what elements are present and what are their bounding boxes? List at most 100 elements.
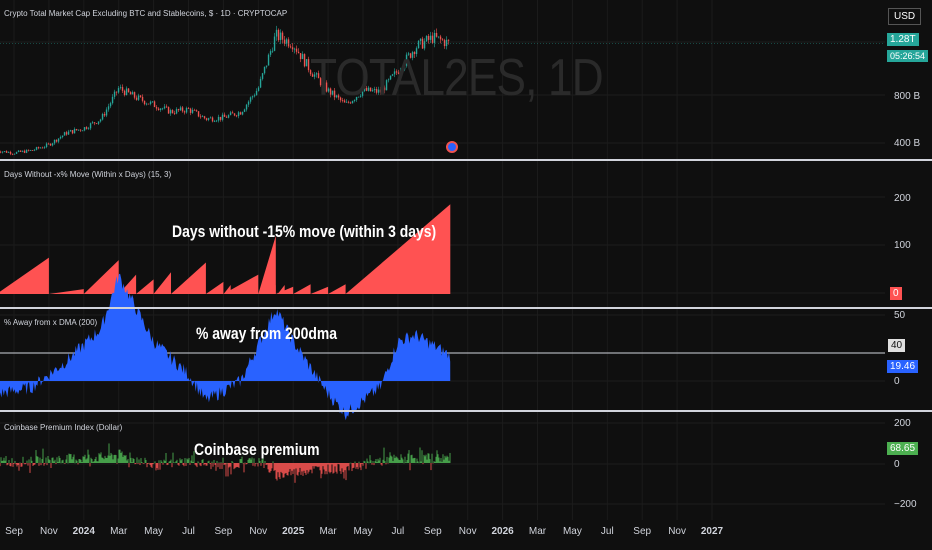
premium-bar [25, 463, 27, 464]
premium-bar [290, 463, 292, 476]
price-candle [157, 108, 160, 110]
premium-bar [198, 462, 200, 464]
premium-bar [388, 457, 390, 463]
price-candle [439, 36, 442, 40]
x-axis-label: Nov [668, 526, 686, 537]
premium-bar [344, 463, 346, 471]
premium-bar [307, 463, 309, 474]
premium-bar [12, 463, 14, 467]
price-candle [189, 108, 192, 113]
premium-bar [299, 463, 301, 468]
x-axis-label: May [144, 526, 164, 537]
days-value-badge: 0 [890, 287, 902, 300]
currency-selector[interactable]: USD [888, 8, 922, 25]
premium-bar [73, 454, 75, 463]
premium-bar [188, 457, 190, 463]
price-candle [435, 32, 438, 37]
premium-bar [108, 443, 110, 463]
premium-bar [264, 460, 266, 463]
days-area-tooth [232, 285, 240, 294]
premium-bar [318, 463, 320, 467]
price-candle [121, 87, 124, 91]
premium-bar [237, 463, 239, 468]
premium-bar [115, 455, 117, 463]
price-candle [337, 95, 340, 98]
premium-bar [389, 452, 391, 463]
premium-bar [311, 463, 313, 474]
price-candle [269, 51, 272, 55]
days-area [0, 204, 451, 294]
pane-separator[interactable] [0, 307, 932, 309]
premium-bar [312, 463, 314, 467]
price-candle [387, 79, 390, 81]
price-candle [341, 100, 344, 102]
premium-bar [60, 462, 62, 464]
price-candle [145, 103, 148, 105]
premium-bar [147, 463, 149, 464]
premium-bar [102, 457, 104, 463]
premium-bar [154, 461, 156, 463]
x-axis-label: Jul [182, 526, 195, 537]
pane-separator[interactable] [0, 159, 932, 161]
premium-bar [104, 455, 106, 463]
price-candle [231, 112, 234, 114]
premium-bar [249, 458, 251, 463]
price-candle [63, 132, 66, 136]
premium-bar [288, 463, 290, 472]
premium-bar [309, 463, 311, 470]
price-candle [355, 97, 358, 100]
price-candle [327, 88, 330, 92]
premium-bar [252, 463, 254, 466]
price-candle [343, 100, 346, 103]
premium-bar [224, 463, 226, 465]
premium-bar [98, 453, 100, 463]
premium-bar [209, 463, 211, 464]
premium-bar [69, 454, 71, 463]
price-candle [305, 59, 308, 67]
pane-separator[interactable] [0, 410, 932, 412]
premium-bar [213, 459, 215, 463]
price-candle [287, 39, 290, 47]
price-candle [361, 90, 364, 96]
premium-bar [53, 461, 55, 463]
x-axis-label: Mar [319, 526, 337, 537]
price-candle [109, 103, 112, 107]
price-candle [379, 89, 382, 93]
premium-bar [320, 463, 322, 479]
premium-bar [435, 456, 437, 463]
premium-bar [0, 457, 2, 463]
price-candle [217, 116, 220, 121]
x-axis-label: Jul [600, 526, 614, 537]
premium-bar [404, 456, 406, 463]
price-candle [393, 71, 396, 75]
premium-bar [397, 458, 399, 463]
price-candle [149, 101, 152, 104]
premium-bar [49, 460, 51, 463]
premium-bar [276, 463, 278, 481]
premium-bar [433, 461, 435, 463]
premium-bar [427, 453, 429, 463]
premium-bar [208, 460, 210, 463]
price-candle [403, 65, 406, 70]
premium-bar [392, 461, 394, 463]
premium-bar [278, 463, 280, 478]
price-candle [427, 35, 430, 40]
price-candle [381, 87, 384, 93]
dma-area [0, 273, 451, 421]
price-candle [233, 113, 236, 116]
days-area-tooth [241, 285, 249, 294]
price-candle [415, 48, 418, 54]
premium-bar [46, 463, 48, 466]
price-candle [203, 116, 206, 119]
premium-bar [199, 463, 201, 466]
premium-bar [64, 463, 66, 464]
price-candle [163, 106, 166, 109]
premium-bar [196, 463, 198, 468]
premium-bar [175, 461, 177, 463]
premium-bar [403, 462, 405, 464]
premium-bar [20, 463, 22, 467]
price-candle [309, 70, 312, 75]
premium-bar [27, 463, 29, 466]
x-axis-label: 2027 [700, 526, 724, 537]
